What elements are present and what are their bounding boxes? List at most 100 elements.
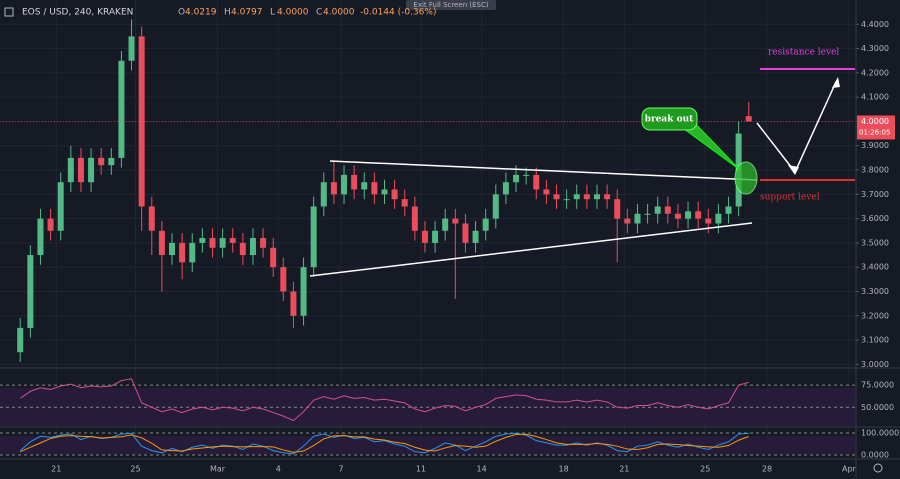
candle-body xyxy=(179,242,186,263)
y-tick-label: 3.6000 xyxy=(861,214,889,223)
x-tick-label: Apr xyxy=(842,465,857,474)
breakout-label: break out xyxy=(645,115,695,125)
candle-body xyxy=(664,206,671,214)
symbol-title: EOS / USD, 240, KRAKEN xyxy=(22,8,133,18)
support-label: support level xyxy=(760,193,820,203)
candle-body xyxy=(593,194,600,200)
y-tick-label: 3.4000 xyxy=(861,263,889,272)
ohlc-key: L xyxy=(270,8,275,18)
candle-body xyxy=(67,157,74,183)
candle-body xyxy=(482,218,489,231)
candle-body xyxy=(209,238,216,248)
candle-body xyxy=(219,238,226,248)
ohlc-key: C xyxy=(316,8,322,18)
candle-body xyxy=(695,211,702,219)
y-tick-label: 3.2000 xyxy=(861,311,889,320)
candle-body xyxy=(573,194,580,200)
candle-body xyxy=(381,189,388,195)
candle-body xyxy=(280,267,287,292)
candle-body xyxy=(27,255,34,328)
x-tick-label: 11 xyxy=(416,465,426,474)
ohlc-value: 4.0000 xyxy=(323,8,355,18)
candle-body xyxy=(158,230,165,256)
fullscreen-pill[interactable] xyxy=(406,0,496,10)
candle-body xyxy=(411,206,418,231)
trendline xyxy=(329,160,758,181)
x-tick-label: 7 xyxy=(338,465,343,474)
candle-body xyxy=(401,199,408,207)
arrow-head xyxy=(788,165,799,175)
candle-body xyxy=(189,242,196,263)
stoch-tick-label: 0.0000 xyxy=(861,451,889,460)
candle-body xyxy=(239,242,246,256)
candle-body xyxy=(310,206,317,268)
x-tick-label: 4 xyxy=(276,465,281,474)
candle-body xyxy=(715,213,722,224)
y-tick-label: 3.3000 xyxy=(861,287,889,296)
candle-body xyxy=(685,211,692,219)
candle-body xyxy=(128,36,135,61)
candle-body xyxy=(523,174,530,176)
y-tick-label: 3.0000 xyxy=(861,360,889,369)
countdown: 01:26:05 xyxy=(859,128,890,136)
candle-body xyxy=(77,157,84,183)
candle-body xyxy=(17,327,24,353)
ohlc-key: O xyxy=(178,8,185,18)
x-tick-label: 18 xyxy=(558,465,568,474)
stoch-line xyxy=(19,432,749,455)
y-tick-label: 4.3000 xyxy=(861,44,889,53)
x-tick-label: 21 xyxy=(51,465,61,474)
candle-body xyxy=(290,291,297,316)
candle-body xyxy=(624,218,631,224)
candle-body xyxy=(118,60,125,158)
candle-body xyxy=(47,218,54,231)
y-tick-label: 3.8000 xyxy=(861,166,889,175)
candle-body xyxy=(229,238,236,243)
candle-body xyxy=(553,194,560,200)
candle-body xyxy=(543,189,550,195)
candle-body xyxy=(745,116,752,122)
ohlc-value: 4.0000 xyxy=(277,8,309,18)
y-tick-label: 3.5000 xyxy=(861,238,889,247)
candle-body xyxy=(492,194,499,219)
candle-body xyxy=(148,206,155,231)
candle-body xyxy=(270,247,277,268)
candle-body xyxy=(351,174,358,190)
callout-box xyxy=(641,107,698,131)
candle-body xyxy=(462,223,469,243)
candle-body xyxy=(432,230,439,243)
candle-body xyxy=(88,157,95,183)
icon[interactable] xyxy=(4,7,14,17)
last-price-label: 4.0000 xyxy=(861,117,889,126)
candle-body xyxy=(583,194,590,200)
x-tick-label: 21 xyxy=(619,465,629,474)
candle-body xyxy=(614,199,621,219)
x-tick-label: 28 xyxy=(762,465,772,474)
candle-body xyxy=(472,230,479,243)
candle-body xyxy=(674,213,681,219)
candle-body xyxy=(300,267,307,316)
candle-body xyxy=(57,182,64,231)
candle-body xyxy=(98,157,105,166)
last-price-badge xyxy=(857,115,895,140)
ohlc-value: 4.0219 xyxy=(185,8,217,18)
x-tick-label: Mar xyxy=(210,465,226,474)
candle-body xyxy=(513,174,520,183)
stoch-line xyxy=(20,433,749,453)
fullscreen-hint[interactable]: Exit Full Screen (ESC) xyxy=(413,1,488,9)
candle-body xyxy=(452,218,459,224)
candle-body xyxy=(249,238,256,256)
rsi-line xyxy=(19,378,749,422)
ohlc-key: H xyxy=(224,8,231,18)
candle-body xyxy=(725,206,732,214)
candle-body xyxy=(260,238,267,248)
settings-icon[interactable] xyxy=(873,463,883,473)
x-tick-label: 14 xyxy=(477,465,487,474)
y-tick-label: 3.7000 xyxy=(861,190,889,199)
x-tick-label: 25 xyxy=(700,465,710,474)
candle-body xyxy=(330,182,337,195)
candle-body xyxy=(199,238,206,243)
stoch-band xyxy=(0,436,855,454)
candle-body xyxy=(604,194,611,200)
